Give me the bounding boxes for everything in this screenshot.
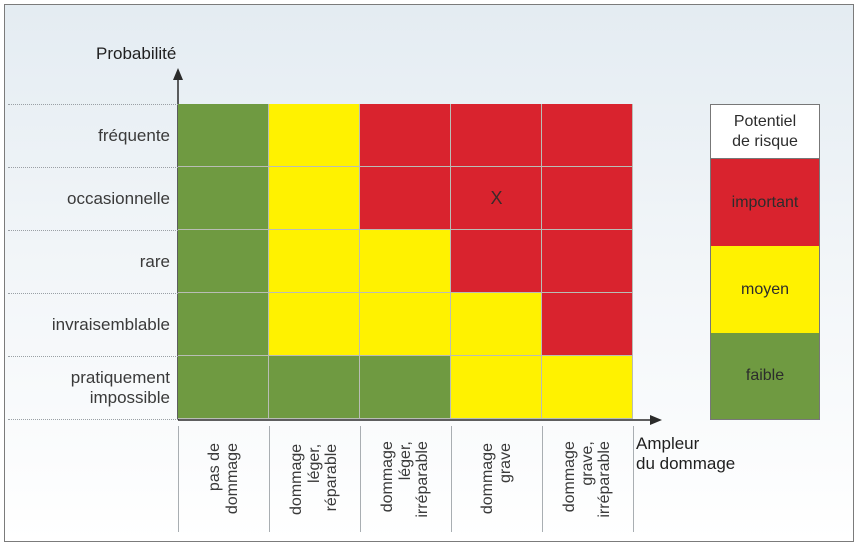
column-separator bbox=[633, 426, 634, 532]
marker-x: X bbox=[490, 188, 503, 208]
matrix-cell-r3-c2 bbox=[360, 293, 451, 356]
row-label: invraisemblable bbox=[51, 314, 170, 334]
column-label-text: dommage léger, irréparable bbox=[379, 440, 432, 518]
column-label: dommage léger, réparable bbox=[283, 426, 346, 532]
matrix-cell-r4-c1 bbox=[269, 356, 360, 419]
legend-item-faible: faible bbox=[710, 333, 820, 420]
matrix-cell-r0-c3 bbox=[451, 104, 542, 167]
matrix-cell-r2-c3 bbox=[451, 230, 542, 293]
matrix-cell-r4-c3 bbox=[451, 356, 542, 419]
matrix-cell-r4-c2 bbox=[360, 356, 451, 419]
row-label: rare bbox=[139, 251, 170, 271]
matrix-cell-r1-c4 bbox=[542, 167, 633, 230]
matrix-cell-r1-c2 bbox=[360, 167, 451, 230]
row-separator bbox=[8, 167, 178, 168]
matrix-cell-r3-c3 bbox=[451, 293, 542, 356]
matrix-cell-r1-c0 bbox=[178, 167, 269, 230]
matrix-cell-r0-c0 bbox=[178, 104, 269, 167]
matrix-cell-r2-c1 bbox=[269, 230, 360, 293]
matrix-cell-r0-c4 bbox=[542, 104, 633, 167]
legend-title: Potentiel de risque bbox=[710, 104, 820, 159]
x-axis-title-line2: du dommage bbox=[636, 453, 736, 473]
row-label: pratiquement impossible bbox=[70, 367, 170, 407]
column-label-text: dommage léger, réparable bbox=[288, 443, 341, 515]
column-label: dommage grave bbox=[465, 426, 528, 532]
column-separator bbox=[178, 426, 179, 532]
matrix-cell-r1-c1 bbox=[269, 167, 360, 230]
y-axis-title: Probabilité bbox=[96, 44, 177, 63]
matrix-cell-r4-c0 bbox=[178, 356, 269, 419]
matrix-cell-r2-c4 bbox=[542, 230, 633, 293]
legend-item-important: important bbox=[710, 159, 820, 246]
matrix-cell-r2-c2 bbox=[360, 230, 451, 293]
matrix-cell-r0-c2 bbox=[360, 104, 451, 167]
row-separator bbox=[8, 293, 178, 294]
column-separator bbox=[451, 426, 452, 532]
column-label-text: dommage grave bbox=[478, 443, 514, 515]
matrix-cell-r2-c0 bbox=[178, 230, 269, 293]
matrix-cell-r3-c4 bbox=[542, 293, 633, 356]
matrix-cell-r3-c1 bbox=[269, 293, 360, 356]
matrix-cell-r0-c1 bbox=[269, 104, 360, 167]
x-axis-title: Ampleur du dommage bbox=[636, 434, 735, 473]
column-label: dommage léger, irréparable bbox=[374, 426, 437, 532]
x-axis-arrow-icon bbox=[650, 415, 662, 425]
column-separator bbox=[360, 426, 361, 532]
x-axis-title-line1: Ampleur bbox=[636, 434, 700, 453]
column-separator bbox=[269, 426, 270, 532]
column-separator bbox=[542, 426, 543, 532]
column-label-text: dommage grave, irréparable bbox=[561, 440, 614, 518]
matrix-cell-r4-c4 bbox=[542, 356, 633, 419]
legend-item-moyen: moyen bbox=[710, 246, 820, 333]
matrix-cell-r1-c3 bbox=[451, 167, 542, 230]
column-label: pas de dommage bbox=[192, 426, 255, 532]
row-label: fréquente bbox=[98, 125, 170, 145]
matrix-cell-r3-c0 bbox=[178, 293, 269, 356]
row-separator bbox=[8, 356, 178, 357]
row-separator bbox=[8, 104, 178, 105]
column-label-text: pas de dommage bbox=[205, 443, 241, 515]
row-separator bbox=[8, 419, 178, 420]
y-axis-arrow-icon bbox=[173, 68, 183, 80]
column-label: dommage grave, irréparable bbox=[556, 426, 619, 532]
row-label: occasionnelle bbox=[66, 188, 170, 208]
row-separator bbox=[8, 230, 178, 231]
